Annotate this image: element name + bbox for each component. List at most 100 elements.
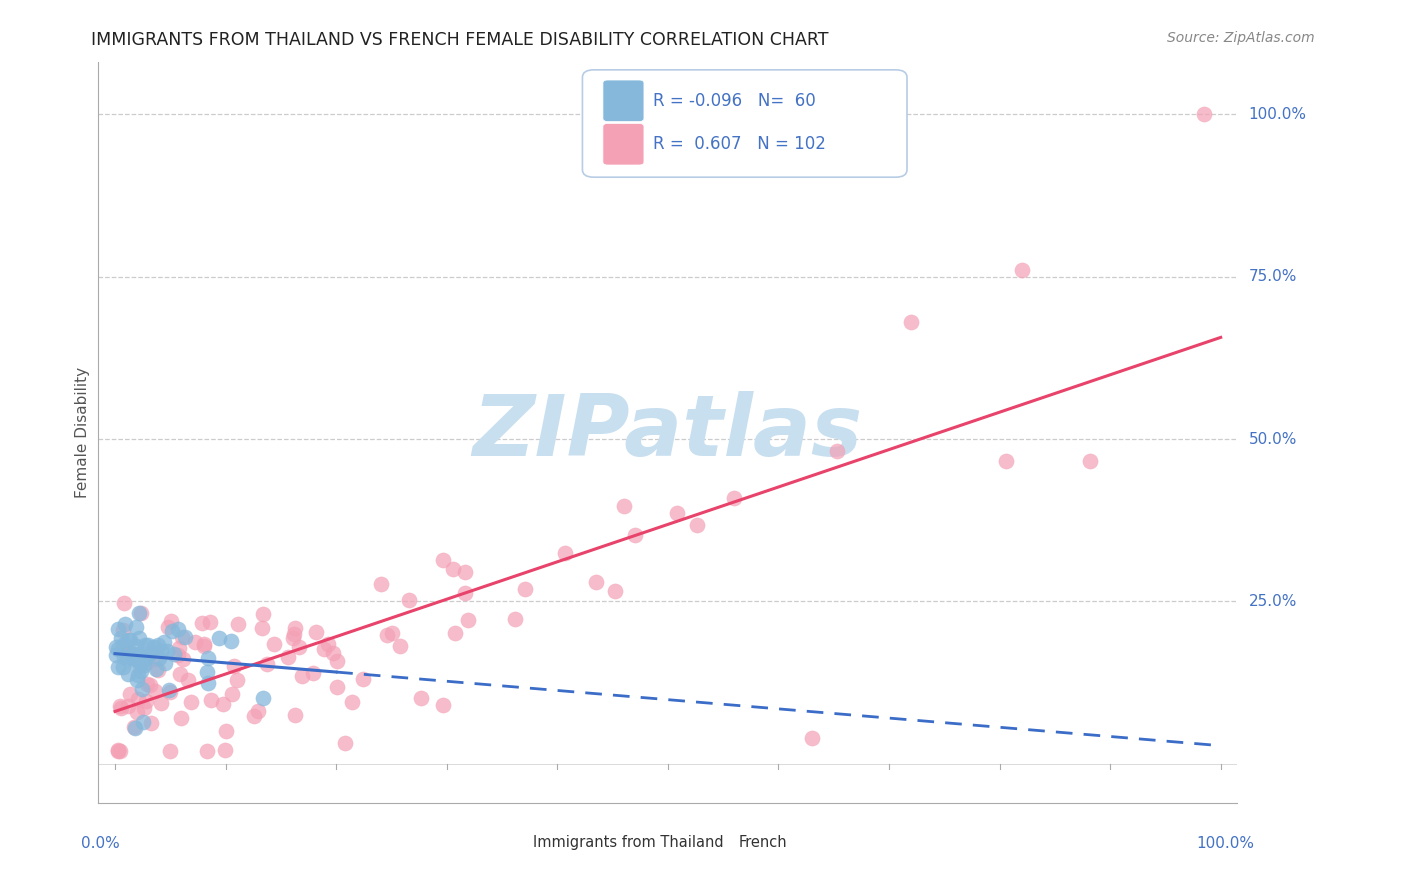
Text: R =  0.607   N = 102: R = 0.607 N = 102 <box>652 136 825 153</box>
Point <box>172 630 194 644</box>
FancyBboxPatch shape <box>582 70 907 178</box>
Point <box>139 678 162 692</box>
Point <box>110 631 132 645</box>
Text: IMMIGRANTS FROM THAILAND VS FRENCH FEMALE DISABILITY CORRELATION CHART: IMMIGRANTS FROM THAILAND VS FRENCH FEMAL… <box>91 31 830 49</box>
Text: Immigrants from Thailand: Immigrants from Thailand <box>533 835 724 849</box>
Point <box>125 673 148 687</box>
Point <box>219 634 242 648</box>
Point <box>156 620 179 634</box>
Point <box>288 640 311 655</box>
Point <box>284 622 307 636</box>
Point <box>121 651 143 665</box>
Point <box>125 620 148 634</box>
Point <box>159 685 181 699</box>
Point <box>174 630 197 644</box>
Point <box>129 606 152 620</box>
Point <box>827 444 849 458</box>
Point <box>122 647 145 661</box>
Point <box>441 561 464 575</box>
Point <box>117 698 139 713</box>
Text: ZIPatlas: ZIPatlas <box>472 391 863 475</box>
Point <box>135 655 157 669</box>
Point <box>666 507 689 521</box>
Text: 25.0%: 25.0% <box>1249 594 1296 609</box>
Point <box>132 653 155 667</box>
Point <box>117 666 139 681</box>
Point <box>135 694 157 708</box>
Point <box>333 736 356 750</box>
Point <box>118 687 141 701</box>
Point <box>197 676 219 690</box>
Point <box>172 652 194 666</box>
Point <box>112 637 135 651</box>
Point <box>603 583 626 598</box>
FancyBboxPatch shape <box>603 80 644 121</box>
Point <box>585 574 607 589</box>
Point <box>198 615 221 629</box>
Point <box>312 641 335 656</box>
Point <box>124 652 146 666</box>
Point <box>131 714 153 729</box>
Point <box>107 641 129 656</box>
Point <box>157 683 180 698</box>
Y-axis label: Female Disability: Female Disability <box>75 367 90 499</box>
Point <box>145 652 167 666</box>
Point <box>135 651 157 665</box>
Point <box>184 635 207 649</box>
Point <box>193 640 215 654</box>
Point <box>284 708 307 723</box>
Point <box>228 616 250 631</box>
Point <box>995 453 1018 467</box>
Point <box>149 696 172 710</box>
Point <box>167 622 190 636</box>
Point <box>118 633 141 648</box>
Point <box>277 650 299 665</box>
Point <box>1192 107 1215 121</box>
Point <box>145 661 167 675</box>
Point <box>117 632 139 647</box>
Point <box>513 582 536 596</box>
Point <box>723 491 745 506</box>
Point <box>160 624 183 638</box>
Point <box>111 660 134 674</box>
Point <box>108 699 131 714</box>
Point <box>169 641 191 656</box>
Point <box>129 664 152 678</box>
Point <box>122 653 145 667</box>
Point <box>156 644 179 658</box>
Point <box>125 639 148 653</box>
Point <box>900 315 922 329</box>
Point <box>139 716 162 731</box>
Point <box>177 673 200 687</box>
Point <box>342 695 364 709</box>
Point <box>105 648 128 663</box>
Point <box>112 624 135 638</box>
Point <box>160 614 183 628</box>
Point <box>211 697 233 711</box>
Point <box>256 657 278 672</box>
Point <box>134 639 156 653</box>
Point <box>197 650 219 665</box>
Point <box>195 665 218 680</box>
Point <box>146 663 169 677</box>
Point <box>159 744 181 758</box>
Point <box>139 647 162 661</box>
Point <box>200 693 222 707</box>
Point <box>252 690 274 705</box>
Point <box>129 657 152 672</box>
Point <box>226 673 249 688</box>
Point <box>169 666 191 681</box>
Point <box>117 646 139 660</box>
Point <box>191 615 214 630</box>
Point <box>411 691 433 706</box>
Point <box>128 631 150 645</box>
Point <box>250 620 273 634</box>
Text: 100.0%: 100.0% <box>1249 107 1306 122</box>
Point <box>381 626 404 640</box>
Point <box>301 666 323 681</box>
Point <box>136 676 159 690</box>
Point <box>132 700 155 714</box>
Point <box>454 586 477 600</box>
Point <box>180 695 202 709</box>
Point <box>242 708 264 723</box>
